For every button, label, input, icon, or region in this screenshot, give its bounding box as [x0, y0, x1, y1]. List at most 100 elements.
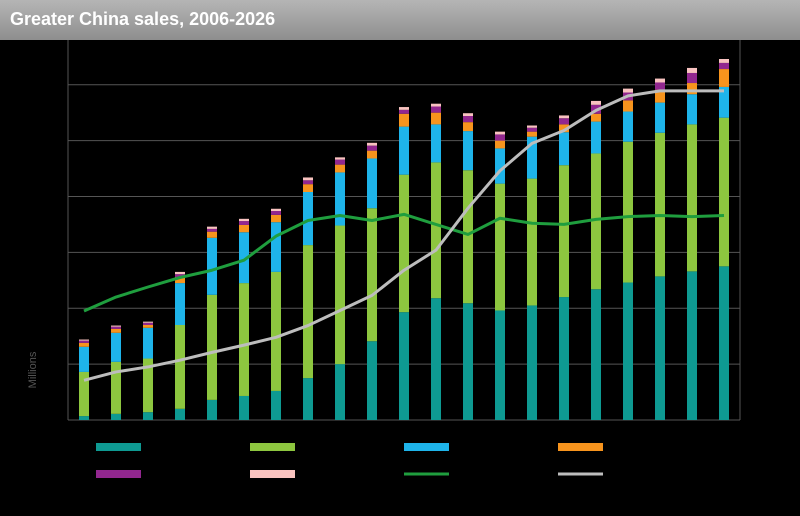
- bar-segment: [431, 124, 441, 163]
- bar-segment: [335, 364, 345, 420]
- bar-segment: [623, 88, 633, 93]
- bar-segment: [527, 305, 537, 420]
- chart-title: Greater China sales, 2006-2026: [10, 9, 275, 29]
- bar-segment: [303, 192, 313, 246]
- bar-segment: [335, 225, 345, 365]
- bar-segment: [463, 113, 473, 116]
- bar-segment: [335, 157, 345, 160]
- bar-segment: [719, 266, 729, 420]
- bar-segment: [335, 159, 345, 165]
- bar-segment: [239, 224, 249, 233]
- bar-segment: [687, 67, 697, 73]
- bar-segment: [559, 132, 569, 166]
- legend-swatch: [558, 443, 603, 451]
- bar-segment: [207, 237, 217, 295]
- bar-segment: [335, 172, 345, 226]
- bar-segment: [495, 148, 505, 184]
- bar-segment: [303, 378, 313, 420]
- legend-swatch: [250, 443, 295, 451]
- bar-segment: [623, 141, 633, 283]
- bar-segment: [591, 113, 601, 122]
- bar-segment: [463, 131, 473, 171]
- bar-segment: [495, 131, 505, 135]
- bar-segment: [623, 111, 633, 142]
- bar-segment: [207, 226, 217, 229]
- bar-segment: [527, 125, 537, 128]
- bar-segment: [591, 153, 601, 290]
- bar-segment: [335, 164, 345, 173]
- y-axis-label: Millions: [27, 351, 39, 388]
- title-bar: [0, 0, 800, 40]
- bar-segment: [367, 208, 377, 342]
- bar-segment: [687, 124, 697, 272]
- bar-segment: [431, 103, 441, 107]
- bar-segment: [175, 283, 185, 325]
- bar-segment: [143, 321, 153, 323]
- bar-segment: [143, 412, 153, 420]
- bar-segment: [431, 106, 441, 113]
- bar-segment: [495, 183, 505, 311]
- bar-segment: [719, 62, 729, 70]
- bar-segment: [143, 358, 153, 413]
- bar-segment: [239, 232, 249, 284]
- bar-segment: [207, 294, 217, 400]
- bar-segment: [79, 342, 89, 347]
- bar-segment: [591, 289, 601, 420]
- bar-segment: [239, 395, 249, 420]
- bar-segment: [111, 332, 121, 362]
- bar-segment: [655, 78, 665, 83]
- bar-segment: [623, 282, 633, 420]
- bar-segment: [431, 112, 441, 125]
- bar-segment: [271, 208, 281, 211]
- bar-segment: [687, 83, 697, 95]
- bar-segment: [655, 132, 665, 277]
- bar-segment: [655, 82, 665, 90]
- bar-segment: [303, 177, 313, 181]
- bar-segment: [207, 231, 217, 238]
- bar-segment: [175, 408, 185, 420]
- bar-segment: [687, 72, 697, 84]
- bar-segment: [143, 322, 153, 325]
- bar-segment: [527, 136, 537, 179]
- bar-segment: [367, 341, 377, 420]
- bar-segment: [591, 100, 601, 105]
- bar-segment: [431, 162, 441, 299]
- bar-segment: [399, 109, 409, 114]
- bar-segment: [367, 158, 377, 209]
- bar-segment: [399, 312, 409, 420]
- bar-segment: [399, 126, 409, 175]
- bar-segment: [175, 325, 185, 409]
- legend-swatch: [404, 443, 449, 451]
- bar-segment: [175, 271, 185, 275]
- bar-segment: [559, 165, 569, 298]
- bar-segment: [303, 180, 313, 185]
- bar-segment: [79, 339, 89, 341]
- bar-segment: [271, 222, 281, 272]
- bar-segment: [655, 102, 665, 133]
- bar-segment: [79, 416, 89, 420]
- bar-segment: [431, 298, 441, 420]
- bar-segment: [463, 170, 473, 304]
- line-series: [83, 89, 724, 382]
- bar-segment: [527, 178, 537, 306]
- bar-segment: [239, 218, 249, 222]
- bar-segment: [719, 69, 729, 87]
- bar-segment: [687, 94, 697, 125]
- bar-segment: [303, 184, 313, 192]
- bar-segment: [79, 346, 89, 372]
- bar-segment: [399, 107, 409, 110]
- bar-segment: [239, 283, 249, 396]
- bar-segment: [655, 89, 665, 103]
- bar-segment: [111, 325, 121, 327]
- bar-segment: [719, 117, 729, 267]
- bar-segment: [239, 221, 249, 225]
- bar-segment: [559, 297, 569, 420]
- bar-segment: [303, 245, 313, 379]
- bar-segment: [367, 142, 377, 146]
- bar-segment: [399, 174, 409, 313]
- bar-segment: [111, 361, 121, 414]
- bar-segment: [559, 115, 569, 119]
- bar-segment: [399, 113, 409, 127]
- bar-segment: [559, 124, 569, 133]
